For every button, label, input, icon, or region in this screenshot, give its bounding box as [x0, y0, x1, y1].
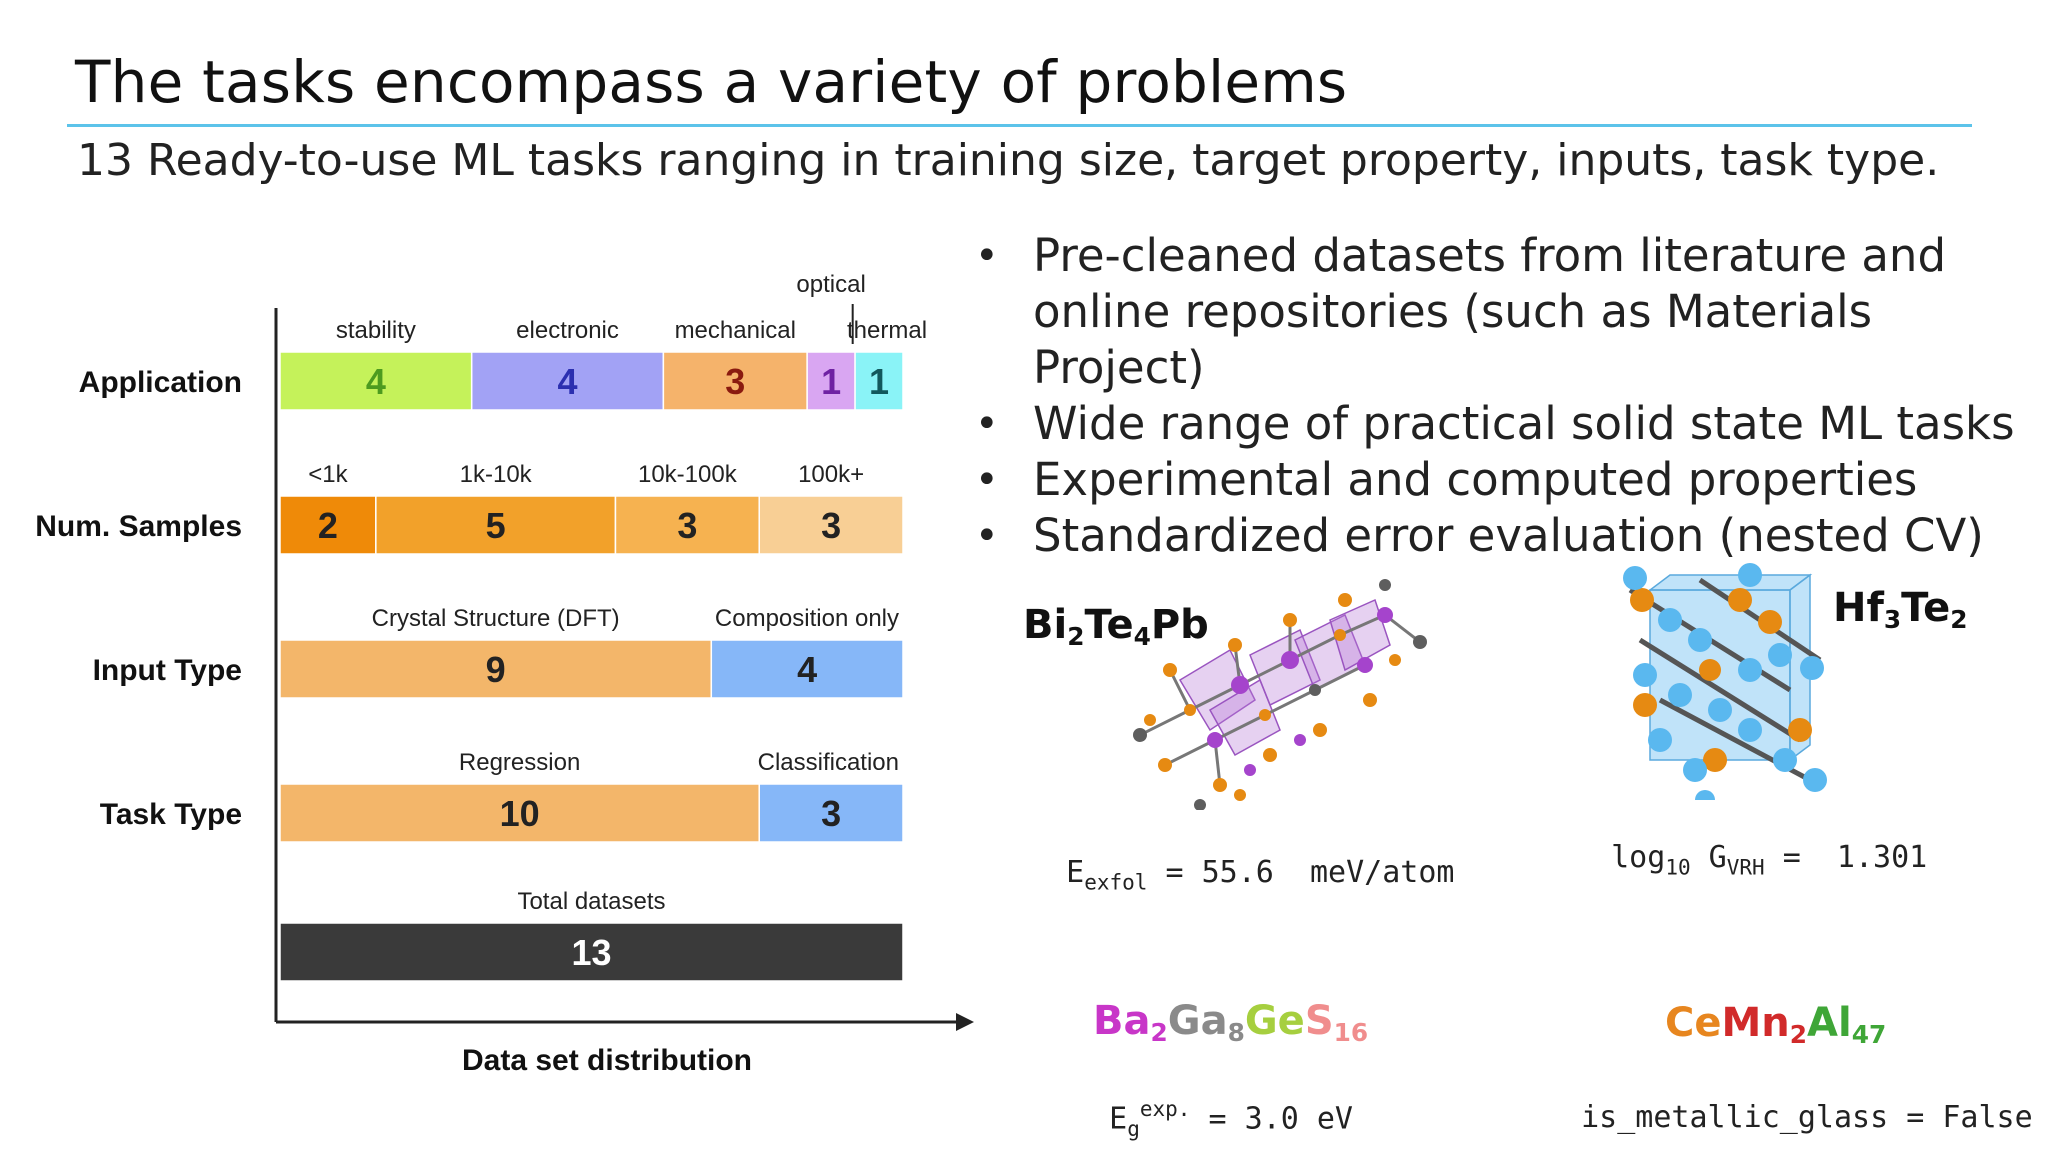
category-label: optical [796, 271, 865, 298]
bullet-item: • Wide range of practical solid state ML … [975, 397, 2015, 450]
bar-segment [758, 783, 904, 843]
row-label: Num. Samples [35, 510, 242, 543]
data-label: 4 [797, 649, 817, 690]
category-label: 100k+ [798, 461, 864, 488]
x-axis-arrowhead [956, 1013, 974, 1031]
data-label: 5 [486, 505, 506, 546]
equation-band-gap: Egexp. = 3.0 eV [1109, 1097, 1353, 1141]
bar-segment [279, 351, 473, 411]
bullet-item: • Pre-cleaned datasets from literature an… [975, 229, 1947, 394]
bullet-item: • Standardized error evaluation (nested C… [975, 509, 1984, 562]
formula-ba2ga8ges16: Ba2Ga8GeS16 [1093, 998, 1369, 1047]
data-label: 10 [500, 793, 540, 834]
distribution-chart: Data set distribution Application 4 stabili… [35, 271, 974, 1077]
data-label: 3 [725, 361, 745, 402]
bullet-text: Experimental and computed properties [1033, 453, 1918, 506]
row-label: Task Type [100, 798, 242, 831]
slide-subtitle: 13 Ready-to-use ML tasks ranging in trai… [77, 135, 1940, 186]
category-label: mechanical [675, 317, 796, 344]
equation-metallic-glass: is_metallic_glass = False [1581, 1100, 2033, 1135]
category-label: electronic [516, 317, 619, 344]
category-label: 1k-10k [460, 461, 533, 488]
bar-segment [279, 639, 713, 699]
category-label: Composition only [715, 605, 899, 632]
formula-cemn2al47: CeMn2Al47 [1665, 1000, 1887, 1049]
slide-title: The tasks encompass a variety of problem… [75, 48, 1348, 116]
bullet-item: • Experimental and computed properties [975, 453, 1918, 506]
title-divider [67, 124, 1972, 127]
category-label: thermal [847, 317, 927, 344]
row-label: Application [79, 366, 242, 399]
bar-segment [662, 351, 808, 411]
bar-segment [758, 495, 904, 555]
bullet-list: • Pre-cleaned datasets from literature an… [975, 228, 2035, 564]
data-label: 4 [366, 361, 386, 402]
formula-bi2te4pb: Bi2Te4Pb [1023, 602, 1209, 651]
category-label: Crystal Structure (DFT) [372, 605, 620, 632]
crystal-structure-bi2te4pb [1133, 579, 1427, 810]
data-label: 3 [677, 505, 697, 546]
formula-hf3te2: Hf3Te2 [1833, 585, 1968, 634]
data-label: 1 [869, 361, 889, 402]
row-label: Input Type [93, 654, 242, 687]
bar-segment [279, 922, 904, 982]
equation-bulk-modulus: log10 GVRH = 1.301 [1611, 840, 1928, 880]
data-label: 13 [571, 932, 611, 973]
category-label: stability [336, 317, 416, 344]
x-axis-label: Data set distribution [462, 1044, 752, 1077]
bullet-text: Pre-cleaned datasets from literature and… [1033, 229, 1947, 394]
bar-segment [614, 495, 760, 555]
data-label: 1 [821, 361, 841, 402]
category-label: Total datasets [517, 888, 665, 915]
bar-segment [854, 351, 904, 411]
crystal-structure-hf3te2 [1623, 563, 1827, 800]
data-label: 9 [486, 649, 506, 690]
category-label: <1k [308, 461, 348, 488]
data-label: 2 [318, 505, 338, 546]
equation-exfoliation-energy: Eexfol = 55.6 meV/atom [1066, 855, 1455, 895]
bullet-text: Wide range of practical solid state ML t… [1033, 397, 2015, 450]
category-label: 10k-100k [638, 461, 738, 488]
bullet-text: Standardized error evaluation (nested CV… [1033, 509, 1984, 562]
category-label: Regression [459, 749, 580, 776]
bar-segment [279, 783, 760, 843]
data-label: 4 [558, 361, 578, 402]
bar-segment [710, 639, 904, 699]
category-label: Classification [758, 749, 899, 776]
bar-segment [279, 495, 377, 555]
bar-segment [470, 351, 665, 411]
data-label: 3 [821, 793, 841, 834]
data-label: 3 [821, 505, 841, 546]
